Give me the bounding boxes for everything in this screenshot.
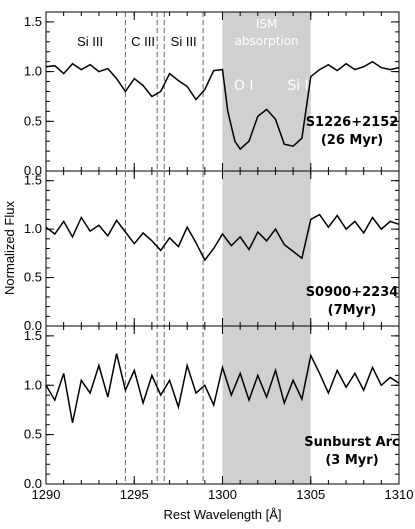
- spectrum-line: [45, 353, 400, 423]
- ism-ion-label: O I: [234, 78, 254, 94]
- panel-label: (3 Myr): [325, 453, 378, 468]
- y-tick-label: 1.5: [24, 328, 42, 343]
- panel-label: Sunburst Arc: [304, 435, 400, 450]
- y-tick-label: 1.0: [24, 377, 42, 392]
- y-tick-label: 1.0: [24, 64, 42, 79]
- ion-label: Si III: [171, 34, 197, 49]
- y-axis-title: Normalized Flux: [2, 201, 17, 295]
- y-tick-label: 0.0: [24, 163, 42, 178]
- x-tick-label: 1290: [32, 487, 61, 502]
- spectrum-line: [45, 213, 400, 262]
- y-tick-label: 0.0: [24, 318, 42, 333]
- ion-label: Si III: [77, 34, 103, 49]
- y-tick-label: 1.5: [24, 173, 42, 188]
- panel-label: (7Myr): [328, 303, 377, 318]
- ism-absorption-label: ISM: [256, 17, 278, 31]
- spectrum-line: [45, 60, 400, 151]
- ion-label: C III: [131, 34, 155, 49]
- y-tick-label: 1.5: [24, 14, 42, 29]
- y-tick-label: 0.5: [24, 270, 42, 285]
- x-tick-label: 1310: [385, 487, 414, 502]
- panel-label: S1226+2152: [306, 115, 399, 130]
- ism-shaded-region: [222, 12, 311, 484]
- x-tick-label: 1305: [296, 487, 325, 502]
- y-tick-label: 0.5: [24, 427, 42, 442]
- y-tick-label: 0.5: [24, 113, 42, 128]
- ism-absorption-label: absorption: [235, 34, 299, 48]
- ism-ion-label: Si II: [287, 78, 312, 94]
- x-tick-label: 1295: [120, 487, 149, 502]
- panel-label: S0900+2234: [306, 285, 399, 300]
- x-tick-label: 1300: [208, 487, 237, 502]
- y-tick-label: 0.0: [24, 476, 42, 491]
- y-tick-label: 1.0: [24, 221, 42, 236]
- panel-label: (26 Myr): [321, 133, 383, 148]
- x-axis-title: Rest Wavelength [Å]: [163, 507, 281, 522]
